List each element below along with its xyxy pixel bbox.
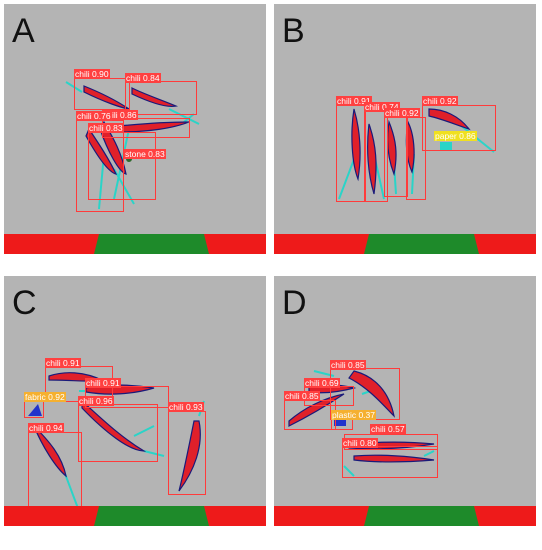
panel-a-belt: [4, 234, 266, 254]
detection-box: [24, 400, 44, 418]
detection-box: [384, 117, 408, 197]
panel-d: D chili 0.85 chili 0.69 chili 0.85 plast…: [274, 276, 536, 526]
detection-label: chili 0.93: [168, 402, 204, 412]
detection-label: plastic 0.37: [331, 410, 376, 420]
panel-c-label: C: [12, 284, 37, 322]
panel-d-label: D: [282, 284, 307, 322]
detection-label: chili 0.80: [342, 438, 378, 448]
detection-label: chili 0.69: [304, 378, 340, 388]
detection-box: [28, 432, 82, 516]
detection-label: chili 0.91: [85, 378, 121, 388]
detection-box: [406, 117, 426, 200]
detection-box: [74, 78, 130, 110]
panel-a: A chili 0.90 chili 0.84 chili 0.86 chili…: [4, 4, 266, 254]
detection-box: [125, 81, 197, 115]
detection-box: [422, 105, 496, 151]
detection-label: chili 0.90: [74, 69, 110, 79]
detection-box: [336, 105, 366, 202]
detection-box: [342, 446, 438, 478]
detection-box: [168, 411, 206, 495]
detection-box: [88, 132, 156, 200]
detection-label: chili 0.85: [330, 360, 366, 370]
detection-label: chili 0.91: [336, 96, 372, 106]
detection-label: paper 0.86: [434, 131, 477, 141]
detection-label: chili 0.92: [384, 108, 420, 118]
detection-box: [284, 400, 336, 430]
detection-label: chili 0.91: [45, 358, 81, 368]
panel-b-scene: [338, 108, 495, 200]
detection-label: chili 0.85: [284, 391, 320, 401]
panel-d-belt: [274, 506, 536, 526]
detection-label: chili 0.94: [28, 423, 64, 433]
detection-label: chili 0.96: [78, 396, 114, 406]
detection-label: chili 0.74: [364, 102, 400, 112]
detection-label: chili 0.76: [76, 111, 112, 121]
detection-label: chili 0.83: [88, 123, 124, 133]
panel-c: C chili 0.91 chili 0.91 fabric 0.92 chil…: [4, 276, 266, 526]
panel-b-label: B: [282, 12, 305, 50]
detection-label: stone 0.83: [124, 149, 166, 159]
panel-b-belt: [274, 234, 536, 254]
detection-label: chili 0.86: [102, 110, 138, 120]
detection-label: chili 0.92: [422, 96, 458, 106]
detection-label: chili 0.57: [370, 424, 406, 434]
panel-b: B chili 0.91 chili 0.74 chili 0.92 chili…: [274, 4, 536, 254]
panel-c-belt: [4, 506, 266, 526]
detection-label: chili 0.84: [125, 73, 161, 83]
detection-label: fabric 0.92: [24, 392, 66, 402]
panel-a-label: A: [12, 12, 35, 50]
detection-box: [78, 404, 158, 462]
